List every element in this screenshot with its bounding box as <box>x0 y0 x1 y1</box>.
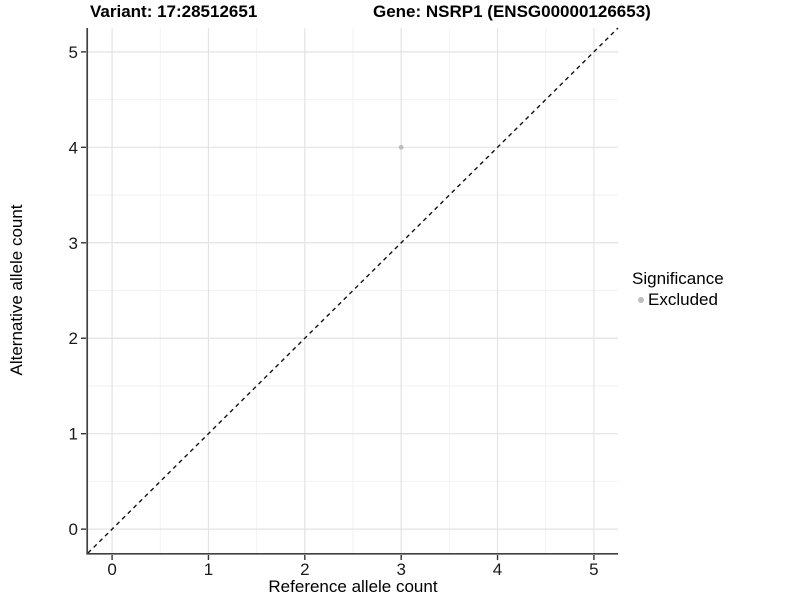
x-tick-label: 5 <box>589 560 598 579</box>
legend: Significance Excluded <box>632 268 724 310</box>
legend-point-swatch <box>638 297 644 303</box>
x-axis-label: Reference allele count <box>268 577 437 596</box>
legend-item-excluded: Excluded <box>632 290 724 310</box>
x-tick-label: 3 <box>396 560 405 579</box>
y-tick-label: 3 <box>69 234 78 253</box>
plot-layer: 0 1 2 3 4 5 0 1 2 3 4 5 <box>69 27 619 579</box>
y-tick-label: 5 <box>69 43 78 62</box>
plot-title-variant: Variant: 17:28512651 <box>90 2 258 21</box>
y-tick-label: 2 <box>69 329 78 348</box>
x-tick-label: 4 <box>493 560 502 579</box>
x-tick-label: 0 <box>107 560 116 579</box>
y-tick-label: 1 <box>69 425 78 444</box>
data-point <box>398 144 404 150</box>
legend-title: Significance <box>632 269 724 288</box>
y-tick-label: 4 <box>69 138 78 157</box>
x-tick-label: 1 <box>204 560 213 579</box>
y-axis-label: Alternative allele count <box>7 204 26 375</box>
legend-item-label: Excluded <box>648 290 718 309</box>
plot-title-gene: Gene: NSRP1 (ENSG00000126653) <box>373 2 651 21</box>
x-tick-label: 2 <box>300 560 309 579</box>
y-tick-label: 0 <box>69 520 78 539</box>
